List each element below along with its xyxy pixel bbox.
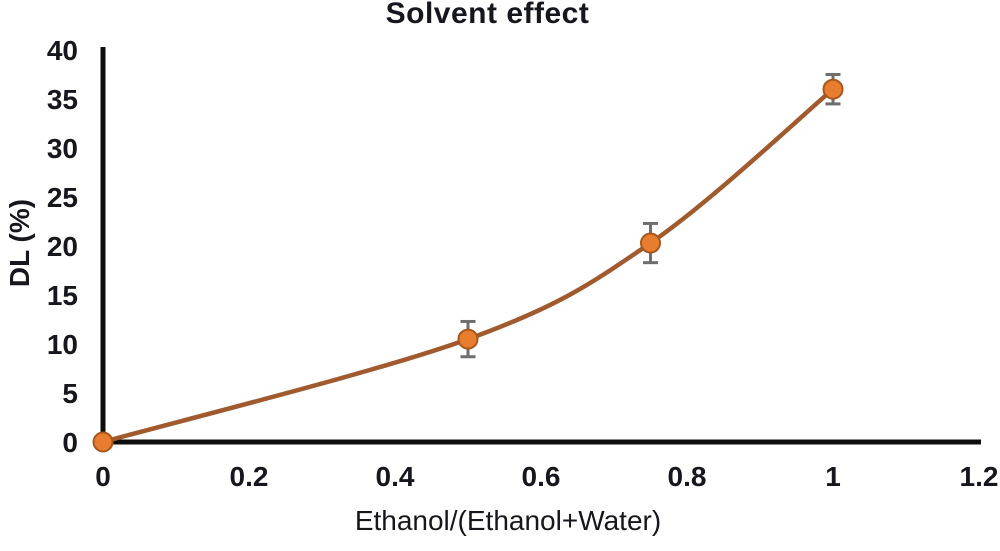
y-tick-label: 40 [47, 35, 78, 66]
x-tick-label: 0.6 [522, 461, 561, 492]
x-tick-label: 1.2 [960, 461, 999, 492]
data-line [100, 86, 836, 445]
x-tick-label: 0 [95, 461, 111, 492]
x-tick-label: 0.8 [668, 461, 707, 492]
x-axis-title: Ethanol/(Ethanol+Water) [354, 505, 662, 536]
x-tick-label: 0.4 [376, 461, 415, 492]
y-tick-label: 35 [47, 84, 78, 115]
x-tick-label: 0.2 [230, 461, 269, 492]
data-point-marker [457, 328, 479, 350]
data-point-marker [640, 232, 661, 254]
y-tick-label: 15 [47, 280, 78, 311]
y-tick-label: 20 [47, 231, 78, 262]
y-tick-label: 30 [47, 133, 78, 164]
y-tick-label: 25 [47, 182, 78, 213]
data-point-marker [822, 78, 844, 100]
data-point-marker [92, 431, 114, 453]
y-tick-label: 0 [62, 427, 78, 458]
x-tick-label: 1 [825, 461, 841, 492]
y-tick-label: 10 [47, 329, 78, 360]
y-tick-label: 5 [62, 378, 78, 409]
chart-title: Solvent effect [385, 0, 590, 30]
